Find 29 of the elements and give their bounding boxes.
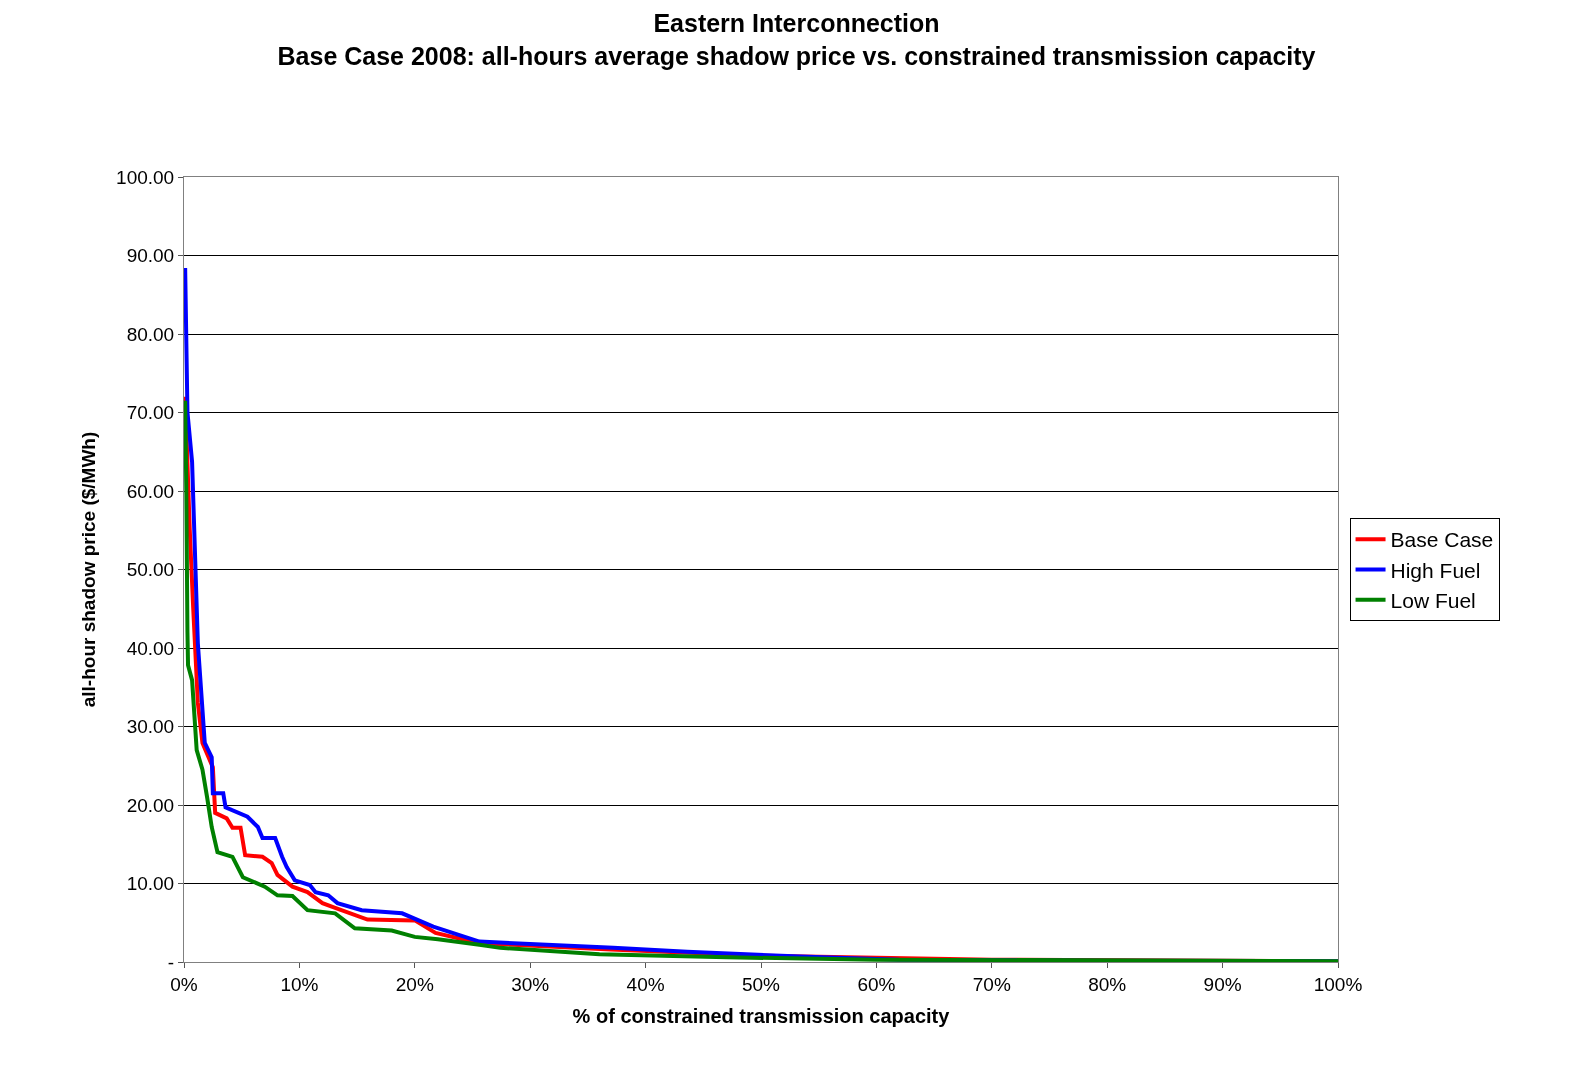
y-axis-title: all-hour shadow price ($/MWh) [77,431,99,708]
y-tick-label: 90.00 [126,245,175,267]
x-tick-label: 20% [395,973,434,995]
y-tick-label: 40.00 [126,637,175,659]
x-tick-label: 50% [741,973,781,995]
y-tick-label: 10.00 [126,873,175,895]
x-tick-label: 30% [511,973,550,995]
x-tick-label: 100% [1313,973,1363,995]
chart-subtitle: Base Case 2008: all-hours average shadow price vs. constrained transmission capacity [277,41,1316,70]
y-tick-label: - [167,951,175,973]
y-tick-label: 70.00 [126,402,175,424]
legend-label: Low Fuel [1390,588,1476,612]
x-tick-label: 90% [1203,973,1242,995]
x-tick-label: 0% [170,973,198,995]
x-axis-title: % of constrained transmission capacity [572,1005,951,1028]
y-tick-label: 100.00 [116,166,175,188]
legend-label: High Fuel [1390,558,1481,582]
y-tick-label: 50.00 [126,559,175,581]
y-tick-label: 80.00 [126,323,175,345]
x-tick-label: 10% [280,973,319,995]
chart-title: Eastern Interconnection [653,9,940,38]
y-tick-label: 30.00 [126,716,175,738]
legend-label: Base Case [1390,528,1494,552]
y-tick-label: 60.00 [126,480,175,502]
x-tick-label: 80% [1088,973,1127,995]
y-tick-label: 20.00 [126,794,175,816]
x-tick-label: 60% [857,973,896,995]
x-tick-label: 40% [626,973,665,995]
x-tick-label: 70% [972,973,1011,995]
